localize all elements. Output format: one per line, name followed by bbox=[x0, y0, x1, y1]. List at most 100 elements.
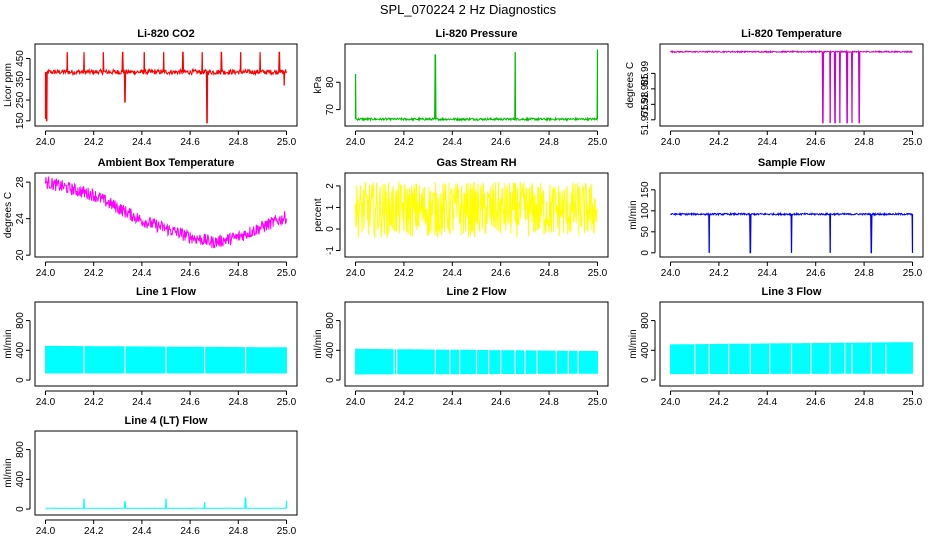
panel-title: Line 4 (LT) Flow bbox=[125, 415, 208, 427]
y-tick-label: 70 bbox=[325, 104, 336, 116]
panel-title: Sample Flow bbox=[758, 157, 826, 169]
x-tick-label: 24.4 bbox=[443, 137, 463, 148]
x-tick-label: 24.8 bbox=[539, 137, 559, 148]
panel-li-820-co2: Li-820 CO2 24.0 24.2 24.4 24.6 24.8 25.0 150 250… bbox=[3, 28, 298, 148]
x-tick-label: 24.2 bbox=[709, 137, 729, 148]
x-tick-label: 24.4 bbox=[132, 397, 152, 408]
panel-gas-stream-rh: Gas Stream RH 24.0 24.2 24.4 24.6 24.8 25.0 -1 0… bbox=[313, 157, 609, 279]
x-tick-label: 24.4 bbox=[132, 526, 152, 537]
x-tick-label: 24.2 bbox=[394, 137, 414, 148]
y-tick-label: 400 bbox=[325, 342, 336, 359]
y-axis-label: Licor ppm bbox=[3, 63, 14, 107]
series-line bbox=[355, 181, 598, 238]
x-tick-label: 24.0 bbox=[661, 137, 681, 148]
panel-title: Li-820 Temperature bbox=[741, 28, 842, 40]
x-tick-label: 24.6 bbox=[180, 137, 200, 148]
y-tick-label: 350 bbox=[15, 71, 26, 88]
x-tick-label: 24.4 bbox=[758, 397, 778, 408]
y-tick-label: 800 bbox=[640, 312, 651, 329]
x-axis: 24.0 24.2 24.4 24.6 24.8 25.0 bbox=[36, 519, 297, 537]
panel-title: Li-820 Pressure bbox=[436, 28, 518, 40]
y-tick-label: 51.98 bbox=[640, 91, 651, 116]
y-tick-label: -1 bbox=[325, 246, 336, 255]
y-axis-label: ml/min bbox=[628, 200, 639, 229]
y-tick-label: 80 bbox=[325, 76, 336, 88]
series-ambient-box-temperature bbox=[45, 175, 287, 249]
y-tick-label: 0 bbox=[325, 226, 336, 232]
x-tick-label: 24.2 bbox=[84, 137, 104, 148]
y-axis-label: degrees C bbox=[3, 192, 14, 238]
x-tick-label: 24.8 bbox=[229, 268, 249, 279]
plot-frame bbox=[34, 43, 298, 127]
y-tick-label: 2 bbox=[325, 183, 336, 189]
y-tick-label: 250 bbox=[15, 91, 26, 108]
panel-line-1-flow: Line 1 Flow 24.0 24.2 24.4 24.6 24.8 25.0 0 400 8… bbox=[3, 286, 298, 408]
series-sample-flow bbox=[670, 211, 914, 254]
y-tick-label: 51.99 bbox=[640, 60, 651, 85]
x-tick-label: 25.0 bbox=[277, 137, 297, 148]
y-tick-label: 28 bbox=[15, 176, 26, 188]
x-tick-label: 24.4 bbox=[132, 137, 152, 148]
y-tick-label: 400 bbox=[15, 342, 26, 359]
x-tick-label: 24.2 bbox=[84, 268, 104, 279]
x-tick-label: 24.8 bbox=[229, 526, 249, 537]
x-tick-label: 24.4 bbox=[758, 268, 778, 279]
series-li-820-co2 bbox=[44, 51, 287, 124]
x-tick-label: 24.6 bbox=[180, 526, 200, 537]
x-tick-label: 24.6 bbox=[491, 397, 511, 408]
x-tick-label: 24.0 bbox=[346, 137, 366, 148]
y-tick-label: 150 bbox=[15, 112, 26, 129]
panel-line-3-flow: Line 3 Flow 24.0 24.2 24.4 24.6 24.8 25.0 0 400 8… bbox=[628, 286, 924, 408]
x-tick-label: 25.0 bbox=[903, 397, 923, 408]
x-tick-label: 24.8 bbox=[539, 397, 559, 408]
figure-title: SPL_070224 2 Hz Diagnostics bbox=[380, 2, 557, 17]
y-tick-label: 0 bbox=[640, 250, 651, 256]
plot-frame bbox=[34, 301, 298, 387]
x-axis: 24.0 24.2 24.4 24.6 24.8 25.0 bbox=[346, 130, 608, 148]
x-tick-label: 25.0 bbox=[277, 526, 297, 537]
series-line bbox=[355, 49, 598, 123]
y-tick-label: 51.985 bbox=[640, 73, 651, 104]
x-tick-label: 24.0 bbox=[346, 268, 366, 279]
y-tick-label: 1 bbox=[325, 204, 336, 210]
y-axis-label: ml/min bbox=[628, 329, 639, 358]
x-tick-label: 24.4 bbox=[443, 268, 463, 279]
panel-li-820-temperature: Li-820 Temperature 24.0 24.2 24.4 24.6 24.8 25… bbox=[625, 28, 924, 148]
x-tick-label: 24.0 bbox=[661, 397, 681, 408]
x-tick-label: 24.0 bbox=[661, 268, 681, 279]
panel-line-2-flow: Line 2 Flow 24.0 24.2 24.4 24.6 24.8 25.0 0 400 8… bbox=[313, 286, 609, 408]
plot-frame bbox=[659, 43, 924, 127]
x-tick-label: 24.4 bbox=[132, 268, 152, 279]
x-tick-label: 25.0 bbox=[588, 137, 608, 148]
x-tick-label: 24.2 bbox=[709, 268, 729, 279]
y-tick-label: 150 bbox=[640, 181, 651, 198]
panel-title: Gas Stream RH bbox=[436, 157, 516, 169]
x-axis: 24.0 24.2 24.4 24.6 24.8 25.0 bbox=[661, 130, 923, 148]
x-tick-label: 25.0 bbox=[903, 268, 923, 279]
y-tick-label: 0 bbox=[15, 377, 26, 383]
x-tick-label: 24.8 bbox=[539, 268, 559, 279]
y-tick-label: 800 bbox=[325, 312, 336, 329]
series-line bbox=[670, 49, 913, 124]
plot-frame bbox=[34, 430, 298, 516]
x-axis: 24.0 24.2 24.4 24.6 24.8 25.0 bbox=[346, 261, 608, 279]
y-axis-label: percent bbox=[313, 198, 324, 232]
y-tick-label: 20 bbox=[15, 249, 26, 261]
x-tick-label: 24.0 bbox=[36, 137, 56, 148]
x-tick-label: 24.6 bbox=[806, 137, 826, 148]
series-line-1-flow bbox=[45, 345, 287, 375]
x-tick-label: 24.8 bbox=[229, 397, 249, 408]
series-li-820-temperature bbox=[670, 49, 913, 124]
y-tick-label: 400 bbox=[640, 342, 651, 359]
x-axis: 24.0 24.2 24.4 24.6 24.8 25.0 bbox=[36, 130, 297, 148]
x-tick-label: 24.8 bbox=[854, 137, 874, 148]
